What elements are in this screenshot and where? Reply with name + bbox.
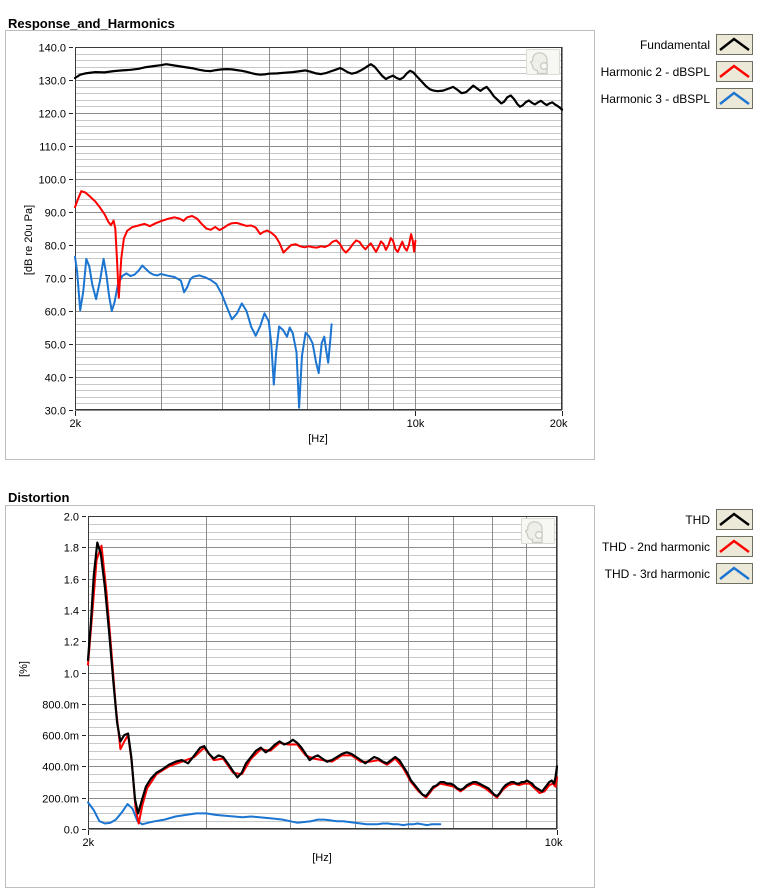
x-axis-ticks: 2k 10k 20k xyxy=(70,411,568,430)
distortion-graph-frame: 2.0 1.8 1.6 1.4 1.2 1.0 800.0m 600.0m 400.0m 200.… xyxy=(5,505,595,888)
y-tick-label: 50.0 xyxy=(45,339,66,351)
legend-item-thd[interactable]: THD xyxy=(597,508,753,531)
listening-head-watermark-icon xyxy=(526,49,560,75)
y-tick-label: 140.0 xyxy=(38,42,66,54)
distortion-plot-legend: THD THD - 2nd harmonic THD - 3rd harmoni… xyxy=(597,508,753,589)
y-tick-label: 600.0m xyxy=(42,730,79,742)
x-tick-label: 10k xyxy=(545,837,563,849)
y-tick-label: 40.0 xyxy=(45,372,66,384)
legend-label: Harmonic 2 - dBSPL xyxy=(600,64,710,79)
line-style-icon xyxy=(719,37,750,51)
legend-item-harmonic-3[interactable]: Harmonic 3 - dBSPL xyxy=(597,87,753,110)
y-axis-ticks: 2.0 1.8 1.6 1.4 1.2 1.0 800.0m 600.0m 400.0m 200.… xyxy=(42,511,86,836)
plot-border xyxy=(75,47,562,410)
legend-item-thd-2nd[interactable]: THD - 2nd harmonic xyxy=(597,535,753,558)
x-tick-label: 20k xyxy=(550,418,568,430)
y-tick-label: 1.0 xyxy=(64,668,79,680)
plot-canvas: 140.0 130.0 120.0 110.0 100.0 90.0 80.0 70.0 60.… xyxy=(38,42,568,430)
plot-canvas: 2.0 1.8 1.6 1.4 1.2 1.0 800.0m 600.0m 400.0m 200.… xyxy=(42,511,563,849)
series-thd-2nd-harmonic-line xyxy=(87,544,558,825)
x-tick-label: 10k xyxy=(407,418,425,430)
response-plot-legend: Fundamental Harmonic 2 - dBSPL Harmonic … xyxy=(597,33,753,114)
line-style-icon xyxy=(719,512,750,526)
plot-line-style-swatch[interactable] xyxy=(716,509,753,530)
plot-line-style-swatch[interactable] xyxy=(716,88,753,109)
legend-label: THD - 2nd harmonic xyxy=(601,539,710,554)
legend-item-thd-3rd[interactable]: THD - 3rd harmonic xyxy=(597,562,753,585)
frequency-gridlines xyxy=(206,516,558,829)
legend-item-harmonic-2[interactable]: Harmonic 2 - dBSPL xyxy=(597,60,753,83)
y-tick-label: 60.0 xyxy=(45,306,66,318)
response-plot-area: 140.0 130.0 120.0 110.0 100.0 90.0 80.0 70.0 60.… xyxy=(6,31,594,459)
x-tick-label: 2k xyxy=(70,418,82,430)
y-axis-ticks: 140.0 130.0 120.0 110.0 100.0 90.0 80.0 70.0 60.… xyxy=(38,42,73,417)
y-tick-label: 1.2 xyxy=(64,636,79,648)
y-tick-label: 80.0 xyxy=(45,240,66,252)
y-tick-label: 1.8 xyxy=(64,542,79,554)
y-tick-label: 400.0m xyxy=(42,761,79,773)
y-tick-label: 30.0 xyxy=(45,405,66,417)
response-y-axis-label: [dB re 20u Pa] xyxy=(23,204,35,276)
y-tick-label: 1.4 xyxy=(64,605,79,617)
response-graph-frame: 140.0 130.0 120.0 110.0 100.0 90.0 80.0 70.0 60.… xyxy=(5,30,595,460)
y-tick-label: 90.0 xyxy=(45,207,66,219)
y-tick-label: 120.0 xyxy=(38,108,66,120)
plot-line-style-swatch[interactable] xyxy=(716,563,753,584)
listening-head-watermark-icon xyxy=(521,518,555,544)
plot-line-style-swatch[interactable] xyxy=(716,61,753,82)
legend-label: THD - 3rd harmonic xyxy=(604,566,710,581)
page-title-distortion: Distortion xyxy=(8,489,70,505)
y-tick-label: 130.0 xyxy=(38,75,66,87)
minor-gridlines xyxy=(75,54,562,404)
legend-label: THD xyxy=(685,512,710,527)
distortion-y-axis-label: [%] xyxy=(18,661,30,677)
x-tick-label: 2k xyxy=(83,837,95,849)
minor-gridlines xyxy=(88,524,557,822)
response-x-axis-label: [Hz] xyxy=(308,433,328,445)
plot-line-style-swatch[interactable] xyxy=(716,34,753,55)
series-lines xyxy=(86,541,559,827)
line-style-icon xyxy=(719,64,750,78)
y-tick-label: 1.6 xyxy=(64,574,79,586)
series-harmonic-2-dbspl-line xyxy=(74,190,417,299)
y-tick-label: 2.0 xyxy=(64,511,79,523)
legend-label: Fundamental xyxy=(639,37,710,52)
y-tick-label: 800.0m xyxy=(42,699,79,711)
series-thd-line xyxy=(86,541,559,815)
plot-border xyxy=(88,516,557,829)
y-tick-label: 100.0 xyxy=(38,174,66,186)
page-title-response-and-harmonics: Response_and_Harmonics xyxy=(8,15,175,31)
y-tick-label: 0.0 xyxy=(64,824,79,836)
series-fundamental-line xyxy=(73,63,564,111)
plot-line-style-swatch[interactable] xyxy=(716,536,753,557)
y-tick-label: 200.0m xyxy=(42,793,79,805)
line-style-icon xyxy=(719,539,750,553)
legend-label: Harmonic 3 - dBSPL xyxy=(600,91,710,106)
y-tick-label: 70.0 xyxy=(45,273,66,285)
line-style-icon xyxy=(719,91,750,105)
line-style-icon xyxy=(719,566,750,580)
frequency-gridlines xyxy=(161,47,563,410)
distortion-plot-area: 2.0 1.8 1.6 1.4 1.2 1.0 800.0m 600.0m 400.0m 200.… xyxy=(6,506,594,887)
y-tick-label: 110.0 xyxy=(39,141,66,153)
x-axis-ticks: 2k 10k xyxy=(83,830,563,849)
distortion-x-axis-label: [Hz] xyxy=(312,852,332,864)
series-harmonic-3-dbspl-line xyxy=(74,255,333,409)
series-lines xyxy=(73,63,564,409)
legend-item-fundamental[interactable]: Fundamental xyxy=(597,33,753,56)
